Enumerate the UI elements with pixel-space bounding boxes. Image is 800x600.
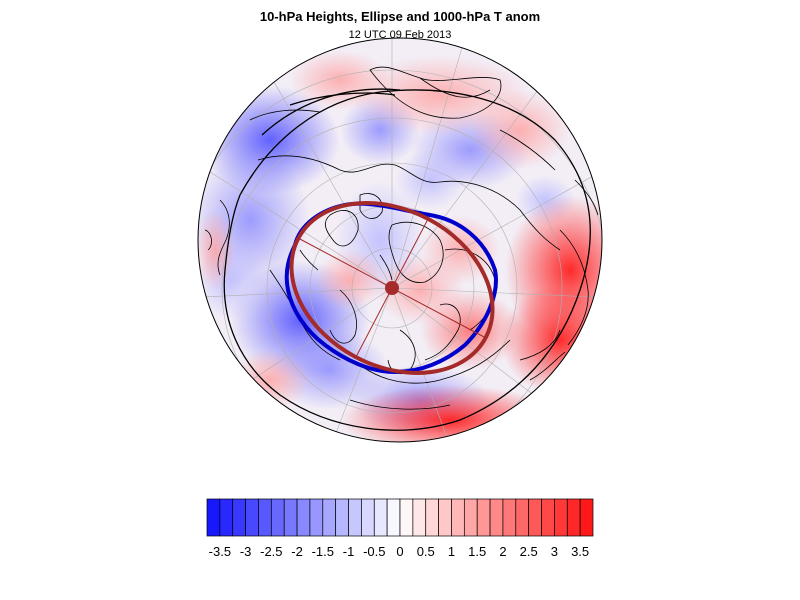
- colorbar-swatch: [219, 498, 234, 537]
- colorbar-swatch: [386, 498, 401, 537]
- colorbar-swatch: [270, 498, 285, 537]
- colorbar-tick-label: -2.5: [260, 544, 282, 559]
- colorbar-swatch: [258, 498, 272, 537]
- colorbar-swatch: [348, 498, 362, 537]
- colorbar-tick-label: -3: [240, 544, 252, 559]
- colorbar-tick-label: 2: [499, 544, 506, 559]
- plot-title: 10-hPa Heights, Ellipse and 1000-hPa T a…: [259, 9, 541, 24]
- colorbar-swatch: [528, 498, 542, 537]
- colorbar-tick-label: 1: [448, 544, 455, 559]
- colorbar-swatch: [232, 498, 246, 537]
- colorbar-swatch: [296, 498, 311, 537]
- colorbar-swatch: [463, 498, 478, 537]
- colorbar-swatch: [579, 498, 594, 537]
- colorbar-tick-label: -3.5: [209, 544, 231, 559]
- colorbar-tick-label: -2: [291, 544, 303, 559]
- colorbar-tick-label: 3: [551, 544, 558, 559]
- colorbar-swatch: [373, 498, 388, 537]
- colorbar-swatch: [322, 498, 337, 537]
- temperature-anomaly-field: [198, 38, 602, 442]
- colorbar-tick-label: -0.5: [363, 544, 385, 559]
- colorbar-tick-label: -1: [343, 544, 355, 559]
- colorbar-tick-label: 3.5: [571, 544, 589, 559]
- colorbar-tick-label: 0: [396, 544, 403, 559]
- colorbar-swatch: [502, 498, 517, 537]
- colorbar-swatch: [541, 498, 555, 537]
- colorbar-swatch: [412, 498, 427, 537]
- plot-subtitle: 12 UTC 09 Feb 2013: [348, 29, 452, 41]
- colorbar-tick-label: 0.5: [417, 544, 435, 559]
- colorbar-swatch: [566, 498, 581, 537]
- colorbar-swatch: [476, 498, 491, 537]
- map-border: [197, 37, 603, 443]
- colorbar-swatch: [335, 498, 349, 537]
- height-contours-outer: [223, 88, 591, 431]
- coastlines: [204, 66, 599, 410]
- colorbar-swatch: [399, 498, 414, 537]
- colorbar-swatch: [361, 498, 375, 537]
- colorbar-tick-label: 1.5: [468, 544, 486, 559]
- colorbar-tick-label: -1.5: [312, 544, 334, 559]
- colorbar-swatch: [309, 498, 324, 537]
- colorbar-swatch: [425, 498, 439, 537]
- colorbar-swatch: [245, 498, 259, 537]
- colorbar-swatch: [515, 498, 530, 537]
- colorbar-swatch: [438, 498, 452, 537]
- colorbar-swatch: [206, 498, 221, 537]
- colorbar-swatch: [283, 498, 298, 537]
- colorbar-swatch: [489, 498, 504, 537]
- colorbar-swatch: [451, 498, 465, 537]
- colorbar-swatch: [554, 498, 568, 537]
- ellipse-center-marker: [385, 281, 399, 295]
- colorbar-tick-label: 2.5: [520, 544, 538, 559]
